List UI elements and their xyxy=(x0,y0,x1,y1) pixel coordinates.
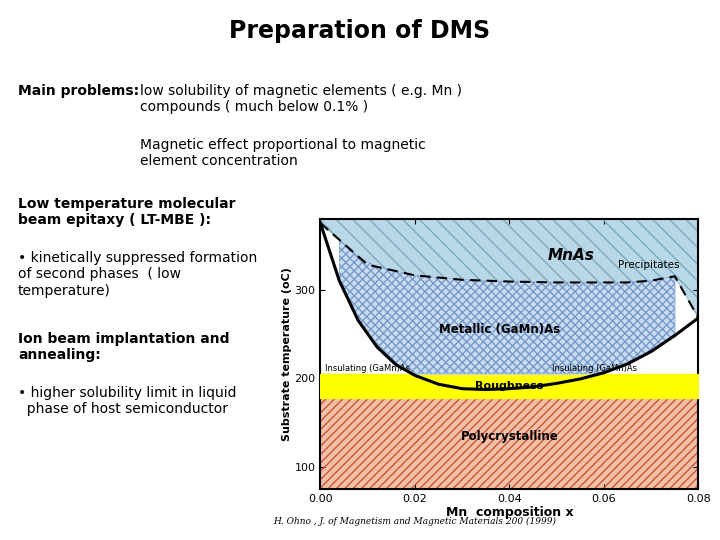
Text: Insulating (GaMn)As: Insulating (GaMn)As xyxy=(552,364,637,373)
Text: Main problems:: Main problems: xyxy=(18,84,139,98)
Text: H. Ohno , J. of Magnetism and Magnetic Materials 200 (1999): H. Ohno , J. of Magnetism and Magnetic M… xyxy=(274,517,557,526)
Text: Roughness: Roughness xyxy=(475,381,544,390)
Text: MnAs: MnAs xyxy=(547,248,594,264)
Text: Metallic (GaMn)As: Metallic (GaMn)As xyxy=(439,323,561,336)
X-axis label: Mn  composition x: Mn composition x xyxy=(446,507,573,519)
Text: Precipitates: Precipitates xyxy=(618,260,680,270)
Text: • higher solubility limit in liquid
  phase of host semiconductor: • higher solubility limit in liquid phas… xyxy=(18,386,236,416)
Y-axis label: Substrate temperature (oC): Substrate temperature (oC) xyxy=(282,267,292,441)
Text: Preparation of DMS: Preparation of DMS xyxy=(230,19,490,43)
Text: • kinetically suppressed formation
of second phases  ( low
temperature): • kinetically suppressed formation of se… xyxy=(18,251,257,298)
Text: Polycrystalline: Polycrystalline xyxy=(461,429,558,442)
Text: Ion beam implantation and
annealing:: Ion beam implantation and annealing: xyxy=(18,332,230,362)
Text: Magnetic effect proportional to magnetic
element concentration: Magnetic effect proportional to magnetic… xyxy=(140,138,426,168)
Text: Low temperature molecular
beam epitaxy ( LT-MBE ):: Low temperature molecular beam epitaxy (… xyxy=(18,197,235,227)
Text: Insulating (GaMn)As: Insulating (GaMn)As xyxy=(325,364,410,373)
Text: low solubility of magnetic elements ( e.g. Mn )
compounds ( much below 0.1% ): low solubility of magnetic elements ( e.… xyxy=(140,84,462,114)
